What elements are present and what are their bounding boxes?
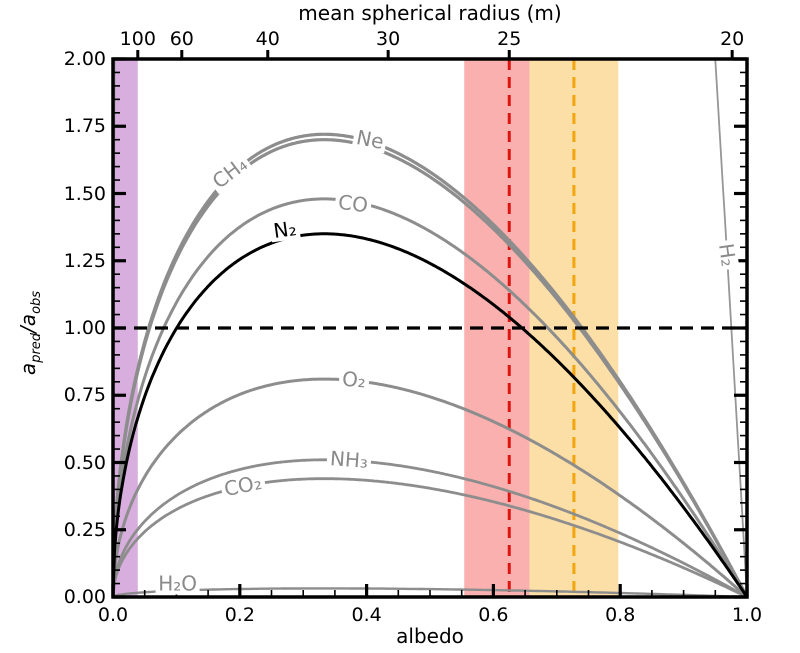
curve-label-CO: CO <box>333 190 372 217</box>
y-tick-label-1.00: 1.00 <box>63 317 106 339</box>
curve-O2 <box>113 377 747 597</box>
curves <box>113 59 747 597</box>
curve-label-H2: H₂ <box>714 239 741 272</box>
top-tick-label-100: 100 <box>119 28 156 50</box>
curve-H2 <box>113 59 747 597</box>
x-tick-label-0.6: 0.6 <box>478 604 509 626</box>
curve-label-Ne: Ne <box>351 125 389 154</box>
curve-CH4 <box>113 138 747 597</box>
y-tick-label-0.00: 0.00 <box>63 586 106 608</box>
curve-Ne <box>113 132 747 597</box>
curve-label-N2: N₂ <box>269 216 302 243</box>
curve-N2 <box>113 232 747 597</box>
top-axis-title: mean spherical radius (m) <box>298 1 562 25</box>
y-axis-title-a1: a <box>16 362 40 376</box>
x-tick-label-0.8: 0.8 <box>605 604 636 626</box>
y-tick-label-1.50: 1.50 <box>63 182 106 205</box>
top-tick-label-60: 60 <box>169 28 194 50</box>
curve-H2O <box>113 587 747 597</box>
curve-CO <box>113 197 747 597</box>
x-axis-title: albedo <box>396 624 464 648</box>
x-tick-label-1.0: 1.0 <box>731 604 763 626</box>
y-tick-label-1.25: 1.25 <box>63 249 106 272</box>
y-tick-label-0.75: 0.75 <box>63 384 106 407</box>
y-tick-label-0.25: 0.25 <box>63 518 106 541</box>
x-tick-label-0.4: 0.4 <box>351 604 382 626</box>
ticks <box>111 50 749 599</box>
top-tick-label-30: 30 <box>376 28 401 50</box>
y-axis-title-sub2: obs <box>29 290 44 314</box>
curve-label-H2O: H₂O <box>155 573 201 595</box>
curve-label-NH3: NH₃ <box>326 447 372 473</box>
y-tick-label-2.00: 2.00 <box>63 48 106 70</box>
x-tick-label-0.0: 0.0 <box>97 604 129 626</box>
y-tick-label-0.50: 0.50 <box>63 451 106 474</box>
curve-label-O2: O₂ <box>338 367 370 393</box>
top-tick-label-25: 25 <box>497 28 522 50</box>
x-tick-label-0.2: 0.2 <box>224 604 255 626</box>
curve-NH3 <box>113 458 747 597</box>
curve-CO2 <box>113 477 747 597</box>
top-tick-label-40: 40 <box>255 28 280 50</box>
y-tick-label-1.75: 1.75 <box>63 115 106 138</box>
top-tick-label-20: 20 <box>720 28 745 50</box>
